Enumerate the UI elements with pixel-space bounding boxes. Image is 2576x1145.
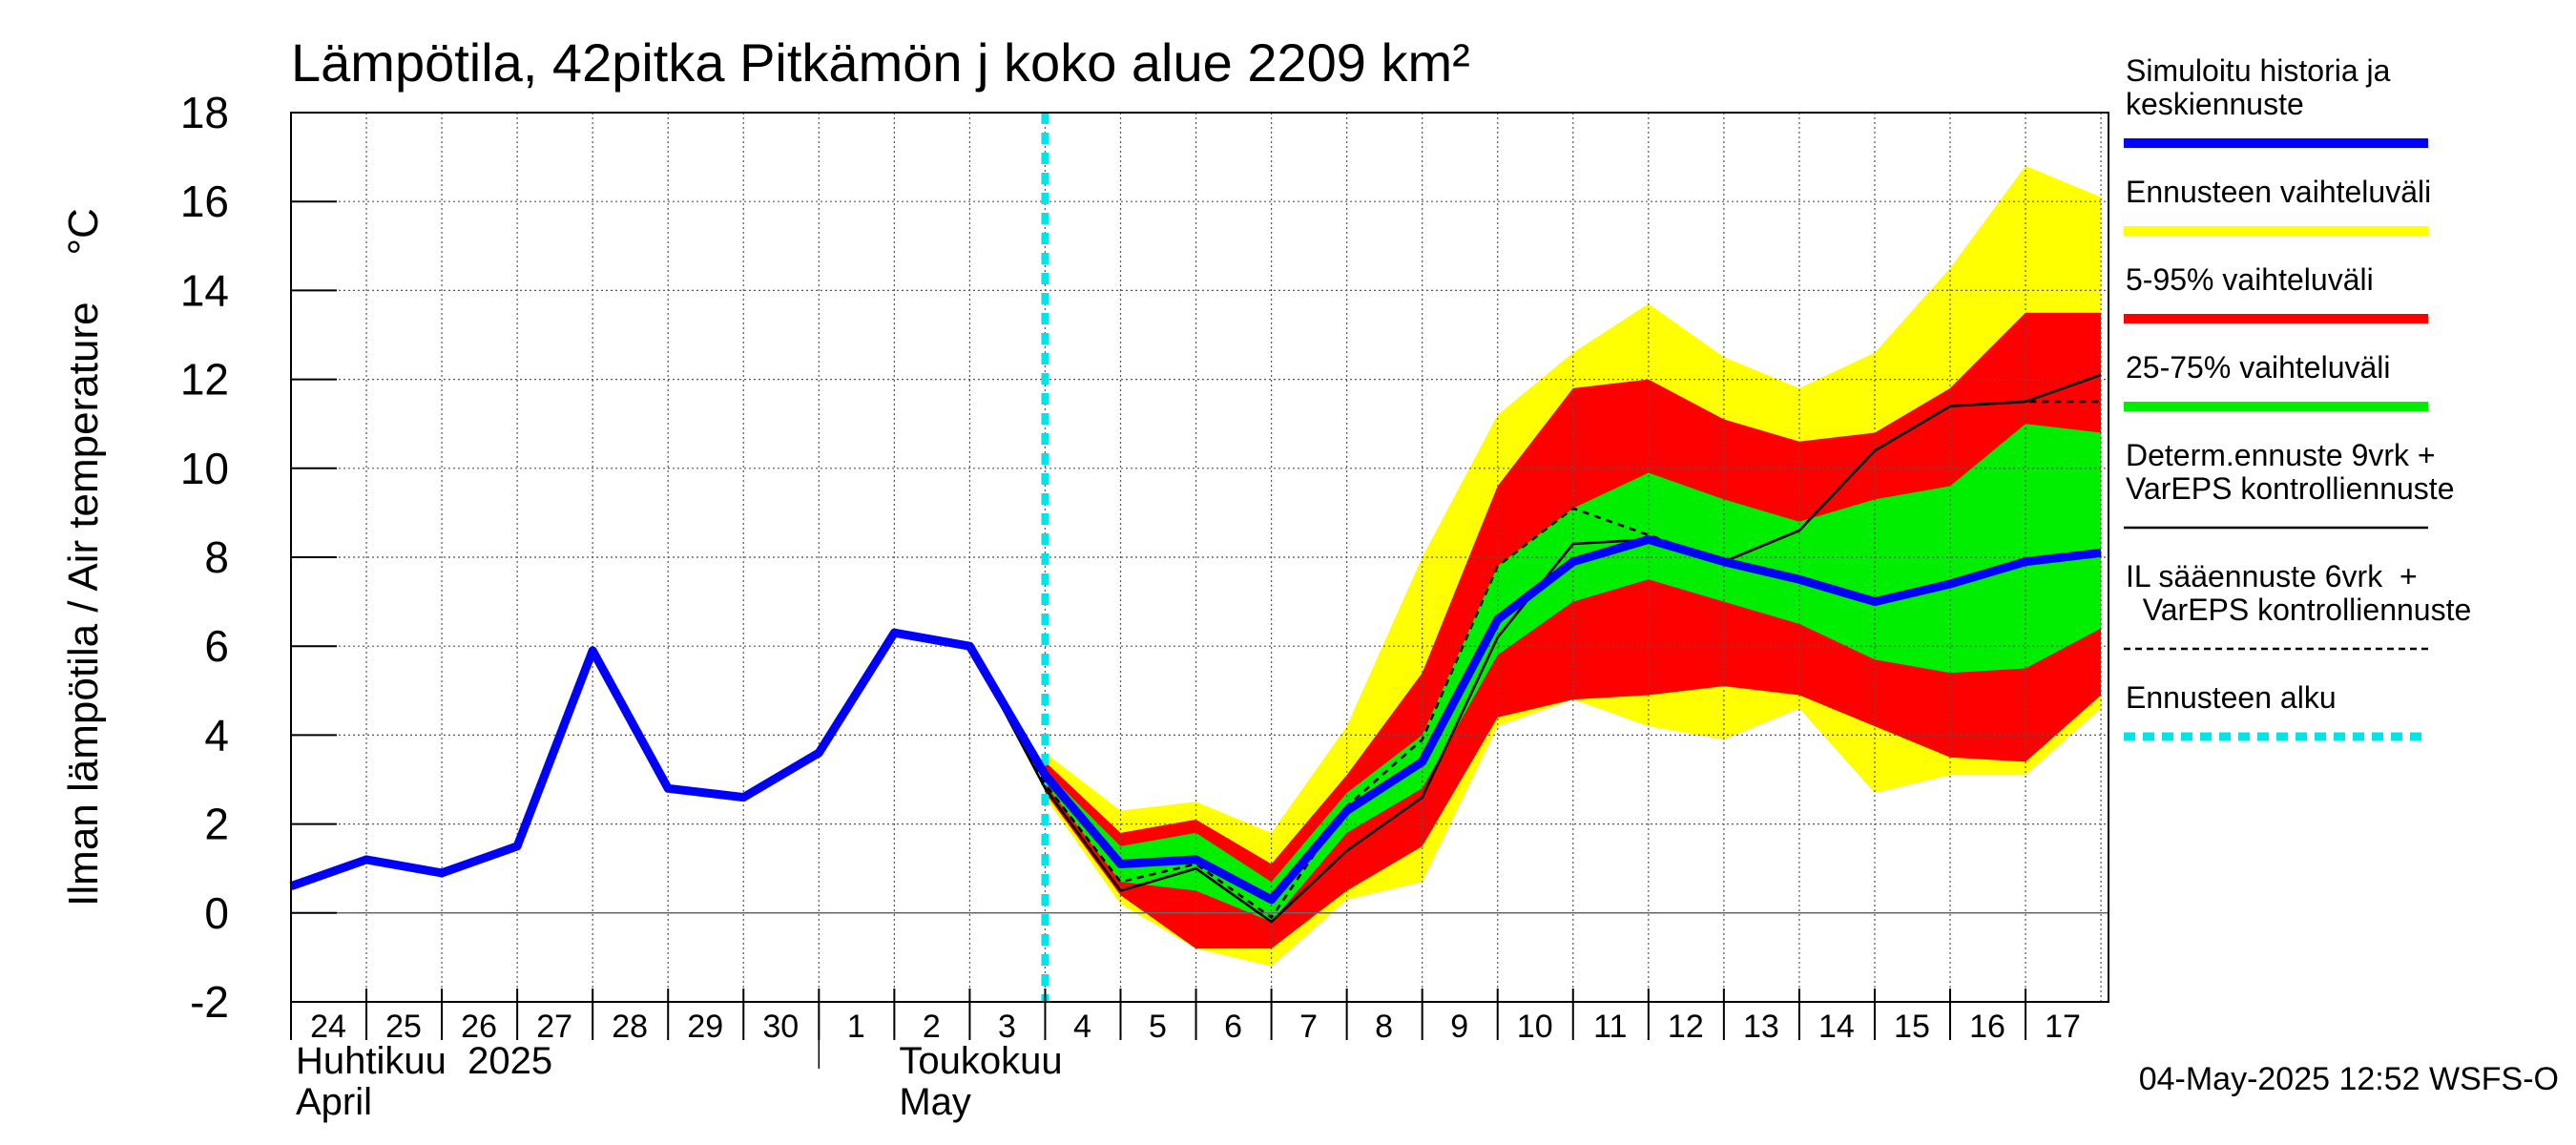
- y-tick-label: 8: [204, 532, 229, 582]
- x-tick-label: 28: [612, 1009, 648, 1045]
- x-tick-label: 29: [687, 1009, 723, 1045]
- line-il-s-ennuste-6vrk-vareps-kontrolliennuste: [968, 400, 2102, 919]
- band-5-95-vaihteluv-li: [1045, 312, 2102, 949]
- x-tick-label: 1: [847, 1009, 865, 1045]
- legend-label: 25-75% vaihteluväli: [2126, 350, 2391, 385]
- x-tick-label: 11: [1593, 1009, 1627, 1045]
- x-tick-label: 16: [1969, 1009, 2005, 1045]
- x-tick-label: 9: [1450, 1009, 1468, 1045]
- x-tick-label: 24: [310, 1009, 346, 1045]
- chart-title: Lämpötila, 42pitka Pitkämön j koko alue …: [291, 32, 1470, 93]
- x-tick-label: 2: [923, 1009, 941, 1045]
- x-tick-label: 6: [1224, 1009, 1242, 1045]
- x-tick-label: 26: [461, 1009, 497, 1045]
- x-tick-label: 10: [1517, 1009, 1553, 1045]
- x-tick-label: 27: [536, 1009, 572, 1045]
- x-tick-label: 14: [1818, 1009, 1855, 1045]
- legend-label: IL sääennuste 6vrk +: [2126, 559, 2418, 593]
- legend-label: keskiennuste: [2126, 87, 2304, 121]
- legend-label: VarEPS kontrolliennuste: [2126, 471, 2454, 506]
- y-tick-label: 10: [180, 444, 229, 493]
- footer-timestamp: 04-May-2025 12:52 WSFS-O: [2139, 1061, 2559, 1097]
- x-tick-label: 30: [762, 1009, 799, 1045]
- y-tick-label: 4: [204, 710, 229, 760]
- x-tick-label: 25: [385, 1009, 422, 1045]
- y-tick-label: -2: [190, 977, 229, 1027]
- month-label: Toukokuu: [899, 1040, 1062, 1082]
- month-label-en: April: [296, 1081, 372, 1123]
- x-tick-label: 15: [1894, 1009, 1930, 1045]
- legend-label: Simuloitu historia ja: [2126, 53, 2391, 88]
- band-25-75-vaihteluv-li: [1045, 424, 2102, 923]
- y-tick-label: 6: [204, 621, 229, 671]
- legend-label: Ennusteen alku: [2126, 680, 2337, 715]
- y-axis-label: Ilman lämpötila / Air temperature °C: [60, 208, 107, 906]
- legend-label: VarEPS kontrolliennuste: [2126, 593, 2471, 627]
- line-simuloitu-historia-ja-keskiennuste: [289, 534, 2102, 905]
- x-tick-label: 8: [1375, 1009, 1393, 1045]
- legend-label: Determ.ennuste 9vrk +: [2126, 438, 2436, 472]
- legend-label: Ennusteen vaihteluväli: [2126, 175, 2431, 209]
- y-tick-label: 12: [180, 355, 229, 405]
- legend-label: 5-95% vaihteluväli: [2126, 262, 2374, 297]
- month-label: Huhtikuu 2025: [296, 1040, 552, 1082]
- x-tick-label: 4: [1073, 1009, 1091, 1045]
- x-tick-label: 17: [2045, 1009, 2081, 1045]
- x-tick-label: 3: [998, 1009, 1016, 1045]
- x-tick-label: 12: [1668, 1009, 1704, 1045]
- month-label-en: May: [899, 1081, 971, 1123]
- series-lines: [289, 113, 2102, 1002]
- y-tick-label: 2: [204, 800, 229, 849]
- x-tick-label: 13: [1743, 1009, 1779, 1045]
- y-tick-label: 16: [180, 177, 229, 226]
- y-tick-label: 14: [180, 265, 229, 315]
- x-tick-label: 5: [1149, 1009, 1167, 1045]
- y-tick-label: 0: [204, 888, 229, 938]
- y-tick-label: 18: [180, 88, 229, 137]
- x-tick-label: 7: [1299, 1009, 1318, 1045]
